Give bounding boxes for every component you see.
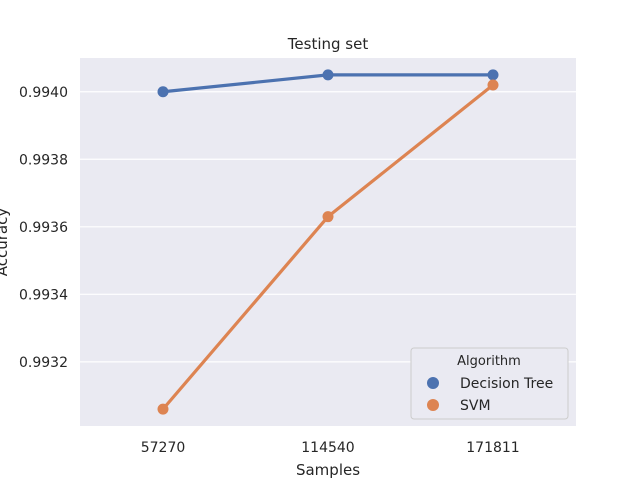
data-point-decision-tree (157, 86, 169, 98)
data-point-svm (487, 79, 499, 91)
x-ticks: 57270 114540 171811 (141, 440, 520, 456)
y-axis-label: Accuracy (0, 208, 11, 277)
y-tick-label: 0.9934 (19, 287, 68, 303)
y-tick-label: 0.9936 (19, 220, 68, 236)
y-tick-label: 0.9940 (19, 85, 68, 101)
y-tick-label: 0.9932 (19, 355, 68, 371)
chart-title: Testing set (287, 35, 369, 53)
legend-label-svm: SVM (460, 398, 491, 414)
data-point-svm (157, 403, 169, 415)
x-tick-label: 57270 (141, 440, 186, 456)
legend-marker-decision-tree (427, 377, 439, 389)
y-ticks: 0.9932 0.9934 0.9936 0.9938 0.9940 (19, 85, 68, 371)
x-tick-label: 171811 (466, 440, 519, 456)
data-point-svm (322, 211, 334, 223)
series-group (157, 69, 499, 415)
x-tick-label: 114540 (301, 440, 354, 456)
legend-marker-svm (427, 399, 439, 411)
legend-title: Algorithm (457, 354, 521, 369)
legend-frame (410, 347, 569, 420)
y-tick-label: 0.9938 (19, 152, 68, 168)
legend: Algorithm Decision Tree SVM (410, 347, 569, 420)
legend-label-decision-tree: Decision Tree (460, 376, 553, 392)
data-point-decision-tree (322, 69, 334, 81)
legend-items: Decision Tree SVM (427, 376, 553, 414)
x-axis-label: Samples (296, 461, 360, 479)
data-point-decision-tree (487, 69, 499, 81)
